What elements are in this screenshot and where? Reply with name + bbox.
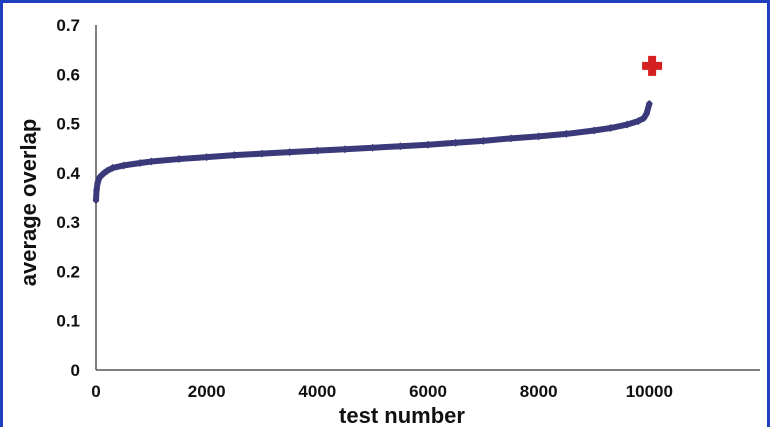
- data-point: [623, 120, 631, 129]
- data-point: [147, 157, 155, 166]
- data-point: [93, 186, 101, 195]
- data-point: [120, 161, 128, 170]
- data-point: [109, 163, 117, 172]
- data-point: [643, 109, 651, 118]
- x-tick-label: 4000: [298, 382, 336, 401]
- data-points: [92, 55, 663, 204]
- data-point: [136, 159, 144, 167]
- y-tick-label: 0.2: [56, 262, 80, 281]
- x-tick-labels: 0 2000 4000 6000 8000 10000: [91, 382, 673, 401]
- data-point: [645, 99, 653, 108]
- y-tick-label: 0.4: [56, 164, 80, 183]
- data-point: [562, 129, 570, 138]
- data-point: [341, 145, 349, 154]
- y-tick-label: 0.5: [56, 115, 80, 134]
- y-axis-label: average overlap: [16, 119, 41, 287]
- y-tick-label: 0.6: [56, 65, 80, 84]
- data-point: [92, 195, 100, 204]
- data-point: [203, 153, 211, 162]
- data-point: [313, 146, 321, 155]
- x-tick-label: 8000: [520, 382, 558, 401]
- y-tick-label: 0.3: [56, 213, 80, 232]
- data-point: [230, 151, 238, 160]
- data-point: [535, 132, 543, 141]
- data-point: [424, 140, 432, 149]
- series-curve: [93, 100, 653, 203]
- y-tick-label: 0.1: [56, 312, 80, 331]
- data-point: [396, 142, 404, 151]
- y-tick-labels: 0 0.1 0.2 0.3 0.4 0.5 0.6 0.7: [56, 16, 80, 380]
- y-tick-label: 0.7: [56, 16, 80, 35]
- x-tick-label: 0: [91, 382, 100, 401]
- x-tick-label: 2000: [188, 382, 226, 401]
- highlight-point: [642, 55, 663, 76]
- data-point: [103, 166, 111, 175]
- data-point: [258, 149, 266, 158]
- data-point: [452, 138, 460, 147]
- data-point: [175, 155, 183, 164]
- data-point: [369, 143, 377, 152]
- data-point: [607, 124, 615, 133]
- data-point: [590, 126, 598, 135]
- data-point: [479, 136, 487, 145]
- x-axis-label: test number: [339, 403, 465, 427]
- data-point: [507, 134, 515, 143]
- x-tick-label: 6000: [409, 382, 447, 401]
- data-point: [634, 117, 642, 126]
- x-tick-label: 10000: [626, 382, 673, 401]
- y-tick-label: 0: [71, 361, 80, 380]
- data-point: [286, 148, 294, 157]
